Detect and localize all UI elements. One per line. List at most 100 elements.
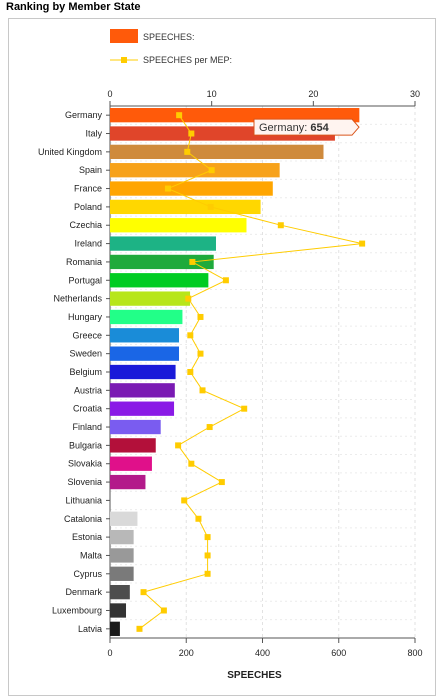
per-mep-marker bbox=[185, 295, 192, 302]
per-mep-marker bbox=[164, 185, 171, 192]
bar-cyprus bbox=[110, 566, 134, 581]
tooltip-label: Germany: bbox=[259, 122, 310, 134]
per-mep-marker bbox=[184, 148, 191, 155]
per-mep-marker bbox=[188, 460, 195, 467]
bar-belgium bbox=[110, 364, 176, 380]
legend-swatch-speeches bbox=[110, 29, 138, 43]
bar-slovakia bbox=[110, 456, 152, 471]
category-label: Slovakia bbox=[68, 459, 102, 469]
bar-sweden bbox=[110, 346, 180, 361]
bar-slovenia bbox=[110, 474, 146, 490]
per-mep-marker bbox=[197, 313, 204, 320]
per-mep-marker bbox=[204, 570, 211, 577]
bar-greece bbox=[110, 328, 180, 343]
bar-romania bbox=[110, 254, 214, 270]
per-mep-marker bbox=[222, 277, 229, 284]
per-mep-marker bbox=[206, 424, 213, 431]
category-label: Lithuania bbox=[65, 495, 102, 505]
category-label: Poland bbox=[74, 202, 102, 212]
top-axis-tick-label: 20 bbox=[308, 89, 318, 99]
category-label: Spain bbox=[79, 165, 102, 175]
bar-denmark bbox=[110, 584, 130, 600]
per-mep-marker bbox=[208, 167, 215, 174]
bar-finland bbox=[110, 419, 161, 435]
per-mep-marker bbox=[140, 589, 147, 596]
tooltip-box bbox=[253, 118, 360, 136]
category-label: Portugal bbox=[68, 275, 102, 285]
category-label: Greece bbox=[72, 330, 102, 340]
per-mep-marker bbox=[197, 350, 204, 357]
per-mep-marker bbox=[187, 369, 194, 375]
category-label: Denmark bbox=[65, 587, 102, 597]
per-mep-marker bbox=[199, 387, 206, 394]
tooltip-text: Germany: 654 bbox=[259, 122, 330, 134]
bottom-axis-tick-label: 800 bbox=[407, 648, 422, 658]
per-mep-marker bbox=[277, 222, 284, 229]
bar-portugal bbox=[110, 273, 209, 288]
category-label: Ireland bbox=[74, 239, 102, 249]
bar-poland bbox=[110, 199, 261, 215]
category-label: Sweden bbox=[69, 349, 102, 359]
per-mep-marker bbox=[188, 130, 195, 137]
category-label: Romania bbox=[66, 257, 102, 267]
per-mep-marker bbox=[181, 497, 188, 504]
bar-united-kingdom bbox=[110, 144, 324, 160]
x-axis-title: SPEECHES bbox=[227, 670, 282, 681]
category-label: Estonia bbox=[72, 532, 102, 542]
category-label: France bbox=[74, 184, 102, 194]
legend-marker-per-mep bbox=[121, 57, 127, 63]
page-title: Ranking by Member State bbox=[6, 1, 141, 13]
category-label: Hungary bbox=[68, 312, 103, 322]
bar-spain bbox=[110, 163, 280, 178]
per-mep-marker bbox=[136, 625, 143, 632]
bottom-axis-tick-label: 600 bbox=[331, 648, 346, 658]
category-label: Slovenia bbox=[67, 477, 102, 487]
bar-ireland bbox=[110, 236, 216, 251]
bar-latvia bbox=[110, 621, 120, 636]
category-label: Belgium bbox=[69, 367, 102, 377]
category-label: Catalonia bbox=[64, 514, 102, 524]
category-label: Italy bbox=[85, 129, 102, 139]
per-mep-marker bbox=[241, 405, 248, 412]
top-axis-tick-label: 0 bbox=[107, 89, 112, 99]
per-mep-marker bbox=[176, 112, 183, 119]
per-mep-marker bbox=[160, 607, 167, 614]
bottom-axis-tick-label: 0 bbox=[107, 648, 112, 658]
category-label: Netherlands bbox=[53, 294, 102, 304]
per-mep-marker bbox=[359, 240, 366, 247]
category-label: Austria bbox=[74, 385, 102, 395]
per-mep-marker bbox=[207, 203, 214, 210]
bottom-axis-tick-label: 400 bbox=[255, 648, 270, 658]
category-label: United Kingdom bbox=[38, 147, 102, 157]
bar-hungary bbox=[110, 309, 183, 325]
per-mep-marker bbox=[218, 479, 225, 486]
bar-luxembourg bbox=[110, 603, 127, 618]
per-mep-marker bbox=[187, 332, 194, 339]
per-mep-marker bbox=[189, 258, 196, 265]
bar-estonia bbox=[110, 529, 134, 545]
bar-france bbox=[110, 181, 273, 196]
category-label: Germany bbox=[65, 110, 103, 120]
category-label: Malta bbox=[80, 550, 102, 560]
bar-austria bbox=[110, 383, 175, 398]
bar-netherlands bbox=[110, 291, 191, 306]
top-axis-tick-label: 10 bbox=[207, 89, 217, 99]
tooltip-value: 654 bbox=[310, 122, 329, 134]
category-label: Cyprus bbox=[73, 569, 102, 579]
category-label: Latvia bbox=[78, 624, 102, 634]
per-mep-marker bbox=[195, 515, 202, 522]
legend-label-speeches: SPEECHES: bbox=[143, 32, 195, 42]
bottom-axis-tick-label: 200 bbox=[179, 648, 194, 658]
bar-bulgaria bbox=[110, 438, 156, 453]
category-label: Luxembourg bbox=[52, 605, 102, 615]
bar-croatia bbox=[110, 401, 175, 416]
per-mep-marker bbox=[204, 552, 211, 559]
category-label: Czechia bbox=[69, 220, 102, 230]
category-label: Bulgaria bbox=[69, 440, 102, 450]
top-axis-tick-label: 30 bbox=[410, 89, 420, 99]
legend-label-per-mep: SPEECHES per MEP: bbox=[143, 55, 232, 65]
per-mep-marker bbox=[204, 534, 211, 541]
bar-czechia bbox=[110, 218, 247, 233]
category-label: Croatia bbox=[73, 404, 102, 414]
bar-catalonia bbox=[110, 511, 138, 526]
